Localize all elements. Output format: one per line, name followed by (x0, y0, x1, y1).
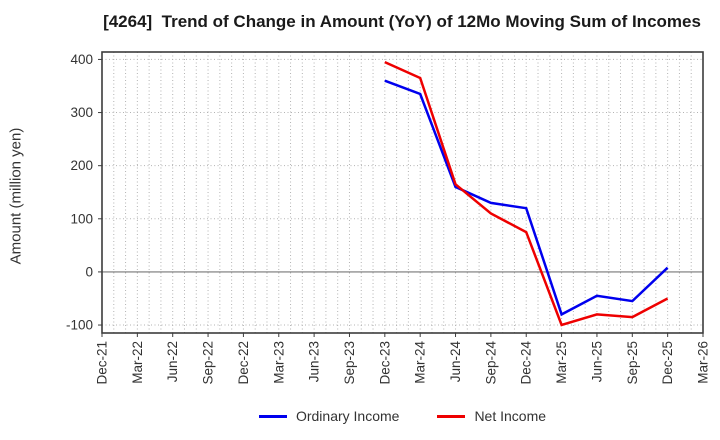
x-tick-label: Mar-23 (271, 341, 286, 384)
legend-item-net-income: Net Income (437, 408, 546, 424)
x-tick-label: Dec-22 (236, 341, 251, 385)
legend-label-ordinary-income: Ordinary Income (295, 408, 400, 424)
legend-line-net-income (437, 414, 466, 418)
y-tick-label: 400 (70, 52, 93, 67)
x-tick-label: Jun-25 (589, 341, 604, 382)
series-line-ordinary-income (384, 79, 669, 317)
legend-item-ordinary-income: Ordinary Income (258, 408, 400, 424)
x-tick-label: Dec-21 (95, 341, 110, 385)
x-tick-label: Sep-23 (342, 341, 357, 385)
x-tick-label: Sep-22 (201, 341, 216, 385)
y-tick-label: 0 (85, 264, 93, 279)
series-line-net-income (384, 60, 669, 327)
y-tick-label: 200 (70, 158, 93, 173)
x-tick-label: Sep-24 (483, 341, 498, 385)
legend: Ordinary Income Net Income (102, 404, 703, 428)
x-tick-label: Mar-25 (554, 341, 569, 384)
x-tick-label: Jun-22 (165, 341, 180, 382)
x-tick-label: Mar-22 (130, 341, 145, 384)
x-tick-label: Jun-24 (448, 341, 463, 383)
x-tick-label: Jun-23 (307, 341, 322, 382)
legend-line-ordinary-income (258, 414, 287, 418)
x-tick-label: Dec-25 (660, 341, 675, 385)
chart-title: [4264] Trend of Change in Amount (YoY) o… (103, 12, 701, 31)
y-tick-label: 300 (70, 105, 93, 120)
plot-border (101, 51, 704, 334)
x-tick-label: Mar-26 (696, 341, 711, 384)
y-tick-label: -100 (66, 318, 93, 333)
x-tick-label: Dec-23 (377, 341, 392, 385)
x-tick-label: Mar-24 (413, 341, 428, 384)
x-tick-label: Dec-24 (519, 341, 534, 385)
y-tick-label: 100 (70, 211, 93, 226)
x-tick-label: Sep-25 (625, 341, 640, 385)
legend-label-net-income: Net Income (474, 408, 547, 424)
